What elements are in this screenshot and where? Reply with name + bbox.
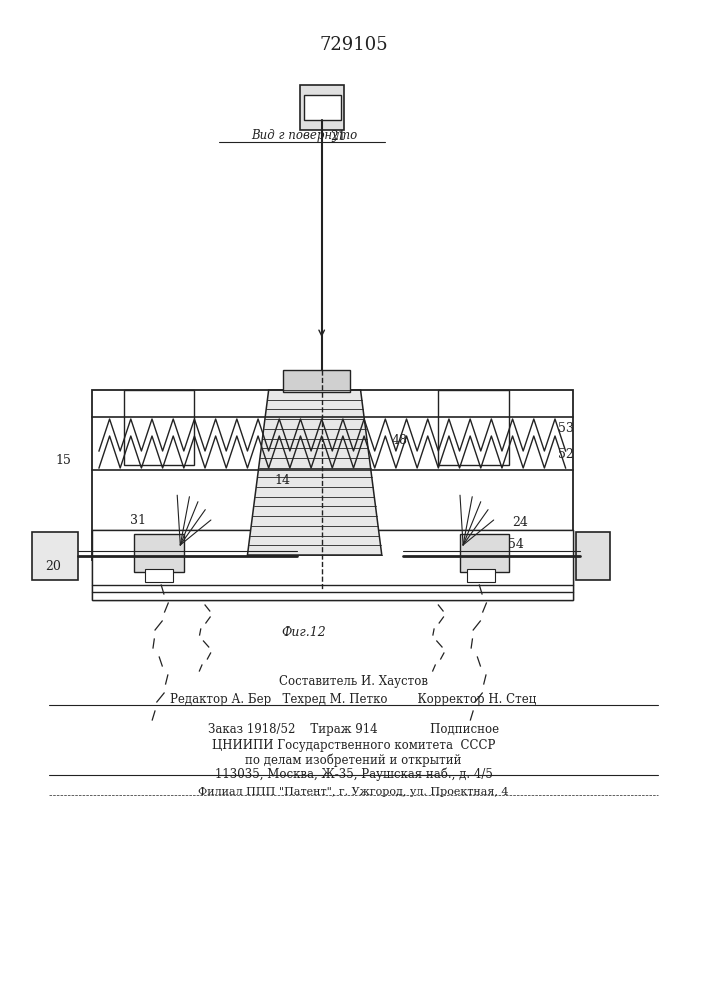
Text: Заказ 1918/52    Тираж 914              Подписное: Заказ 1918/52 Тираж 914 Подписное [208,724,499,736]
Text: 54: 54 [508,538,524,552]
Text: 53: 53 [558,422,573,434]
Bar [92,530,573,600]
Text: ЦНИИПИ Государственного комитета  СССР: ЦНИИПИ Государственного комитета СССР [212,740,495,752]
Bar [438,390,509,465]
Text: 48: 48 [392,434,407,446]
Polygon shape [247,390,382,555]
Text: Филиал ППП "Патент", г. Ужгород, ул. Проектная, 4: Филиал ППП "Патент", г. Ужгород, ул. Про… [198,787,509,797]
Bar [304,95,341,120]
Bar [283,370,350,392]
Text: 15: 15 [56,454,71,466]
Bar [134,534,184,572]
Text: по делам изобретений и открытий: по делам изобретений и открытий [245,753,462,767]
Text: Составитель И. Хаустов: Составитель И. Хаустов [279,676,428,688]
Text: 21: 21 [330,130,346,143]
Text: 113035, Москва, Ж-35, Раушская наб., д. 4/5: 113035, Москва, Ж-35, Раушская наб., д. … [214,767,493,781]
Text: Вид г повернуто: Вид г повернуто [251,128,357,141]
Text: 14: 14 [275,474,291,487]
Bar [92,390,573,560]
Bar [576,532,610,580]
Bar [145,569,173,582]
Text: 52: 52 [558,448,573,462]
Bar [92,530,573,600]
Text: 24: 24 [512,516,527,528]
Text: 729105: 729105 [319,36,388,54]
Bar [467,569,495,582]
Bar [460,534,509,572]
Text: 20: 20 [45,560,61,572]
Bar [300,85,344,130]
Text: Фиг.12: Фиг.12 [281,626,327,639]
Bar [32,532,78,580]
Text: 31: 31 [130,514,146,526]
Text: Редактор А. Бер   Техред М. Петко        Корректор Н. Стец: Редактор А. Бер Техред М. Петко Корректо… [170,694,537,706]
Bar [124,390,194,465]
